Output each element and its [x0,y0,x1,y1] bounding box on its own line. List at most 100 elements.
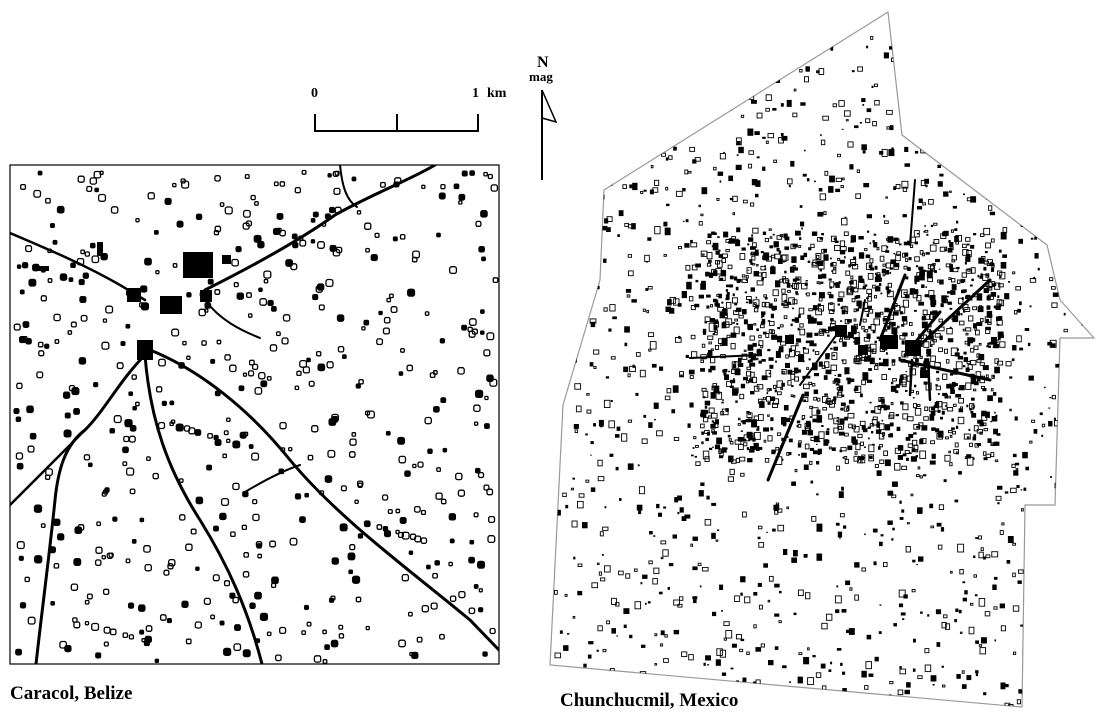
settlement-group [84,251,91,257]
settlement-group [276,212,284,220]
settlement-group [457,367,465,375]
settlement-group [269,540,277,548]
settlement-group [855,443,861,451]
settlement-group [769,320,775,326]
settlement-group [958,609,962,614]
settlement-group [761,312,765,317]
settlement-group [978,598,986,607]
settlement-group [938,318,943,323]
settlement-group [899,376,907,386]
settlement-group [768,303,773,309]
settlement-group [694,157,701,162]
settlement-group [291,233,298,240]
settlement-group [1058,424,1063,428]
settlement-group [801,283,808,290]
settlement-group [203,264,210,271]
settlement-group [79,295,87,304]
settlement-group [748,237,754,242]
settlement-group [854,451,858,455]
settlement-group [747,243,750,246]
settlement-group [866,214,872,219]
settlement-group [715,659,721,666]
settlement-group [644,254,650,262]
settlement-group [850,279,857,288]
settlement-group [864,308,870,312]
settlement-group [638,510,642,515]
settlement-group [740,383,746,389]
settlement-group [692,159,697,164]
settlement-group [636,140,639,144]
settlement-group [1025,678,1031,683]
settlement-group [152,472,159,480]
settlement-group [639,369,646,378]
settlement-group [729,238,735,244]
settlement-group [703,90,709,96]
caracol-plaza [200,290,212,302]
settlement-group [1004,100,1009,106]
settlement-group [749,371,755,378]
settlement-group [833,427,839,434]
settlement-group [386,297,392,303]
settlement-group [718,293,722,299]
settlement-group [1038,61,1042,66]
settlement-group [986,295,991,301]
settlement-group [809,40,814,45]
settlement-group [721,672,727,676]
settlement-group [383,316,391,324]
settlement-group [951,284,957,290]
settlement-group [885,270,890,275]
settlement-group [1060,582,1064,586]
settlement-group [363,520,371,528]
settlement-group [975,673,978,677]
settlement-group [354,499,359,505]
settlement-group [590,50,595,56]
settlement-group [777,335,783,343]
settlement-group [868,293,872,297]
settlement-group [734,302,738,306]
settlement-group [798,245,802,248]
settlement-group [742,309,747,315]
settlement-group [928,290,935,298]
settlement-group [754,131,760,135]
settlement-group [948,395,951,399]
settlement-group [914,241,918,245]
settlement-group [294,186,302,194]
settlement-group [713,298,718,303]
settlement-group [642,574,648,579]
settlement-group [778,346,784,353]
settlement-group [772,402,778,408]
settlement-group [965,367,970,372]
settlement-group [349,438,357,446]
settlement-group [1004,67,1010,73]
settlement-group [1037,612,1043,620]
settlement-group [830,318,834,322]
settlement-group [746,267,752,274]
settlement-group [583,229,591,237]
settlement-group [325,278,334,288]
settlement-group [682,188,686,192]
settlement-group [842,177,845,181]
settlement-group [934,402,940,408]
settlement-group [33,504,43,513]
settlement-group [650,165,654,169]
settlement-group [793,283,799,290]
settlement-group [979,75,985,79]
settlement-group [955,130,960,134]
settlement-group [843,231,849,236]
settlement-group [1041,32,1046,37]
settlement-group [103,626,111,634]
settlement-group [971,172,976,177]
settlement-group [94,559,102,566]
settlement-group [448,513,457,521]
settlement-group [688,19,694,27]
chunchucmil-sacbe [859,299,866,326]
settlement-group [654,419,656,421]
settlement-group [820,663,826,669]
settlement-group [936,522,942,527]
settlement-group [254,591,262,600]
settlement-group [618,570,624,576]
settlement-group [873,233,877,236]
settlement-group [673,436,680,441]
settlement-group [89,242,96,249]
settlement-group [1074,607,1078,611]
